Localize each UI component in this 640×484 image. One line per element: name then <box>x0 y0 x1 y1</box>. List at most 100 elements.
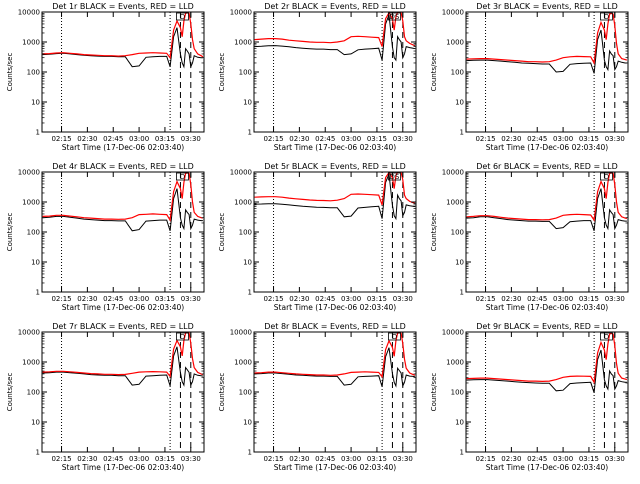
y-tick-label: 100 <box>239 389 252 397</box>
y-tick-label: 10 <box>455 99 464 107</box>
x-axis-label: Start Time (17-Dec-06 02:03:40) <box>486 463 608 472</box>
peak-box-label: D <box>180 333 185 341</box>
y-tick-label: 1 <box>460 289 464 297</box>
peak-box-marker <box>176 172 189 181</box>
x-tick-label: 03:30 <box>181 455 201 463</box>
y-tick-label: 10000 <box>18 169 40 177</box>
x-tick-label: 02:30 <box>501 135 521 143</box>
x-tick-label: 02:45 <box>527 295 547 303</box>
x-axis-label: Start Time (17-Dec-06 02:03:40) <box>62 463 184 472</box>
plot-frame <box>253 171 417 293</box>
x-tick-label: 02:30 <box>289 135 309 143</box>
series-lld-line <box>42 332 204 378</box>
x-tick-label: 03:30 <box>393 295 413 303</box>
series-events-line <box>254 14 416 62</box>
detector-panel-8: Det 8r BLACK = Events, RED = LLD D 1 10 100 1… <box>218 322 417 472</box>
y-tick-label: 1 <box>460 449 464 457</box>
y-axis-label: Counts/sec <box>218 53 226 92</box>
x-axis-label: Start Time (17-Dec-06 02:03:40) <box>486 303 608 312</box>
x-tick-label: 02:30 <box>289 455 309 463</box>
y-tick-label: 1 <box>36 129 40 137</box>
detector-panel-7: Det 7r BLACK = Events, RED = LLD D 1 10 100 1… <box>6 322 205 472</box>
x-tick-label: 02:15 <box>51 135 71 143</box>
x-tick-label: 02:45 <box>315 295 335 303</box>
y-tick-label: 10 <box>243 99 252 107</box>
x-axis-label: Start Time (17-Dec-06 02:03:40) <box>62 303 184 312</box>
series-lld-line <box>466 332 628 385</box>
x-tick-label: 02:15 <box>263 455 283 463</box>
y-axis-label: Counts/sec <box>218 213 226 252</box>
y-tick-label: 10000 <box>18 9 40 17</box>
y-axis-label: Counts/sec <box>430 373 438 412</box>
y-tick-label: 10 <box>455 419 464 427</box>
x-axis-label: Start Time (17-Dec-06 02:03:40) <box>274 463 396 472</box>
x-tick-label: 03:00 <box>129 455 149 463</box>
y-tick-label: 1000 <box>234 359 252 367</box>
x-tick-label: 02:45 <box>103 455 123 463</box>
series-lld-line <box>254 11 416 47</box>
y-axis-label: Counts/sec <box>6 373 14 412</box>
y-tick-label: 10000 <box>18 329 40 337</box>
x-tick-label: 03:00 <box>129 295 149 303</box>
chart-title: Det 8r BLACK = Events, RED = LLD <box>264 322 406 331</box>
y-tick-label: 1000 <box>446 199 464 207</box>
x-tick-label: 02:45 <box>527 455 547 463</box>
x-tick-label: 02:15 <box>263 135 283 143</box>
y-tick-label: 1000 <box>234 39 252 47</box>
plot-frame <box>41 171 205 293</box>
x-tick-label: 02:30 <box>289 295 309 303</box>
x-axis-label: Start Time (17-Dec-06 02:03:40) <box>62 143 184 152</box>
peak-box-marker <box>600 172 613 181</box>
y-tick-label: 10000 <box>230 9 252 17</box>
x-tick-label: 03:00 <box>553 295 573 303</box>
x-tick-label: 03:00 <box>341 295 361 303</box>
plot-frame <box>253 11 417 133</box>
x-tick-label: 02:45 <box>315 135 335 143</box>
x-tick-label: 03:30 <box>393 455 413 463</box>
y-tick-label: 100 <box>27 69 40 77</box>
y-axis-label: Counts/sec <box>6 213 14 252</box>
y-tick-label: 1 <box>460 129 464 137</box>
peak-box-label: D <box>180 13 185 21</box>
detector-panel-4: Det 4r BLACK = Events, RED = LLD D 1 10 100 1… <box>6 162 205 312</box>
series-events-line <box>254 173 415 221</box>
plot-frame <box>41 331 205 453</box>
peak-box-marker <box>388 12 401 21</box>
y-tick-label: 10 <box>243 419 252 427</box>
detector-panel-9: Det 9r BLACK = Events, RED = LLD D 1 10 100 1… <box>430 322 629 472</box>
peak-box-marker <box>600 12 613 21</box>
x-tick-label: 03:15 <box>155 295 175 303</box>
chart-title: Det 5r BLACK = Events, RED = LLD <box>264 162 406 171</box>
x-tick-label: 03:00 <box>341 135 361 143</box>
x-tick-label: 03:15 <box>367 295 387 303</box>
x-tick-label: 03:30 <box>393 135 413 143</box>
y-tick-label: 1 <box>36 289 40 297</box>
peak-box-label: DS <box>390 173 400 181</box>
y-tick-label: 100 <box>451 69 464 77</box>
x-tick-label: 02:30 <box>501 295 521 303</box>
y-tick-label: 1 <box>248 449 252 457</box>
peak-box-label: D <box>392 333 397 341</box>
plot-frame <box>465 171 629 293</box>
peak-box-label: D <box>604 13 609 21</box>
x-tick-label: 02:45 <box>103 295 123 303</box>
peak-box-label: DS <box>390 13 400 21</box>
y-axis-label: Counts/sec <box>6 53 14 92</box>
x-axis-label: Start Time (17-Dec-06 02:03:40) <box>486 143 608 152</box>
chart-title: Det 9r BLACK = Events, RED = LLD <box>476 322 618 331</box>
x-tick-label: 02:15 <box>475 455 495 463</box>
detector-panel-1: Det 1r BLACK = Events, RED = LLD D 1 10 100 1… <box>6 2 205 152</box>
y-tick-label: 10000 <box>442 9 464 17</box>
series-events-line <box>466 188 627 231</box>
plot-frame <box>253 331 417 453</box>
y-tick-label: 10 <box>243 259 252 267</box>
peak-box-marker <box>388 172 401 181</box>
y-tick-label: 10000 <box>442 329 464 337</box>
x-tick-label: 03:15 <box>367 455 387 463</box>
series-lld-line <box>42 172 204 222</box>
x-tick-label: 03:30 <box>605 455 625 463</box>
y-tick-label: 100 <box>451 229 464 237</box>
y-tick-label: 10 <box>31 99 40 107</box>
x-tick-label: 02:45 <box>527 135 547 143</box>
